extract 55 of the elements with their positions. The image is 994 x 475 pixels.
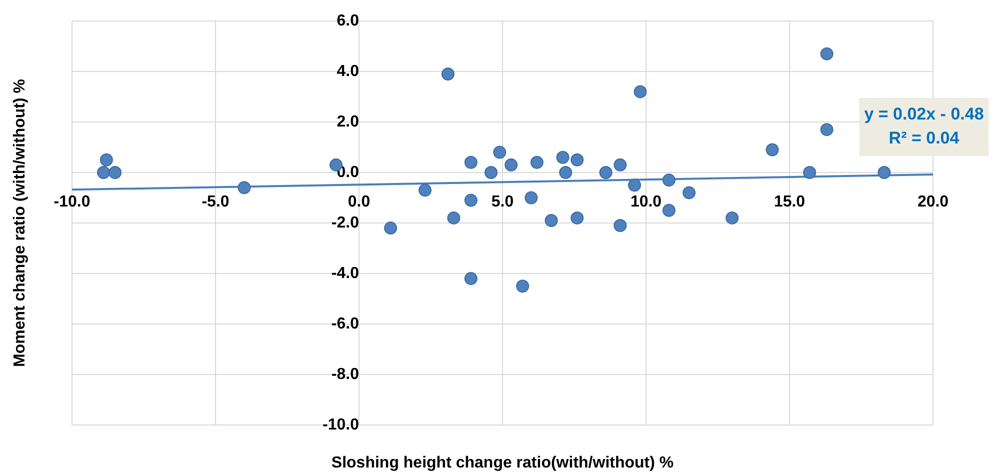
point (384, 222, 398, 235)
x-tick-label: 20.0 (917, 194, 949, 211)
point (464, 194, 478, 207)
y-tick-label: 6.0 (336, 12, 360, 30)
point (559, 166, 572, 179)
y-tick-label: -6.0 (331, 315, 360, 332)
point (599, 166, 612, 179)
x-axis-title: Sloshing height change ratio(with/without) % (331, 454, 674, 472)
y-tick-label: -8.0 (331, 366, 360, 383)
point (100, 153, 113, 166)
x-tick-label: 5.0 (491, 194, 514, 211)
point (634, 85, 647, 98)
annotation: R² = 0.04 (888, 128, 960, 148)
point (820, 123, 834, 136)
point (682, 186, 696, 200)
point (614, 219, 627, 232)
y-tick-label: -2.0 (331, 214, 360, 232)
point (493, 146, 506, 159)
point (662, 204, 676, 217)
point (484, 166, 498, 179)
point (628, 178, 642, 192)
point (464, 272, 478, 286)
point (820, 47, 834, 60)
point (447, 211, 460, 224)
x-tick-label: 0.0 (348, 194, 370, 211)
point (878, 166, 891, 179)
point (524, 191, 538, 204)
y-tick-label: -10.0 (322, 416, 360, 434)
x-tick-label: 15.0 (774, 194, 806, 211)
point (441, 68, 454, 81)
y-tick-label: 2.0 (336, 113, 360, 130)
point (726, 211, 739, 224)
point (570, 153, 584, 166)
point (570, 211, 584, 224)
x-tick-label: -5.0 (202, 194, 230, 211)
point (544, 214, 558, 227)
point (238, 181, 251, 194)
point (97, 166, 110, 179)
y-tick-label: -4.0 (331, 264, 360, 282)
x-tick-label: 10.0 (630, 194, 662, 211)
point (464, 156, 478, 169)
point (614, 158, 627, 172)
point (418, 184, 432, 197)
y-tick-label: 4.0 (336, 62, 360, 80)
x-tick-label: -10.0 (54, 194, 90, 211)
point (803, 166, 816, 179)
point (504, 158, 518, 172)
point (516, 280, 530, 293)
annotation: y = 0.02x - 0.48 (864, 104, 984, 124)
point (766, 143, 779, 156)
point (662, 174, 676, 187)
y-axis-title: Moment change ratio (with/without) % (11, 79, 28, 367)
point (108, 166, 122, 179)
point (556, 150, 570, 164)
point (530, 156, 544, 169)
